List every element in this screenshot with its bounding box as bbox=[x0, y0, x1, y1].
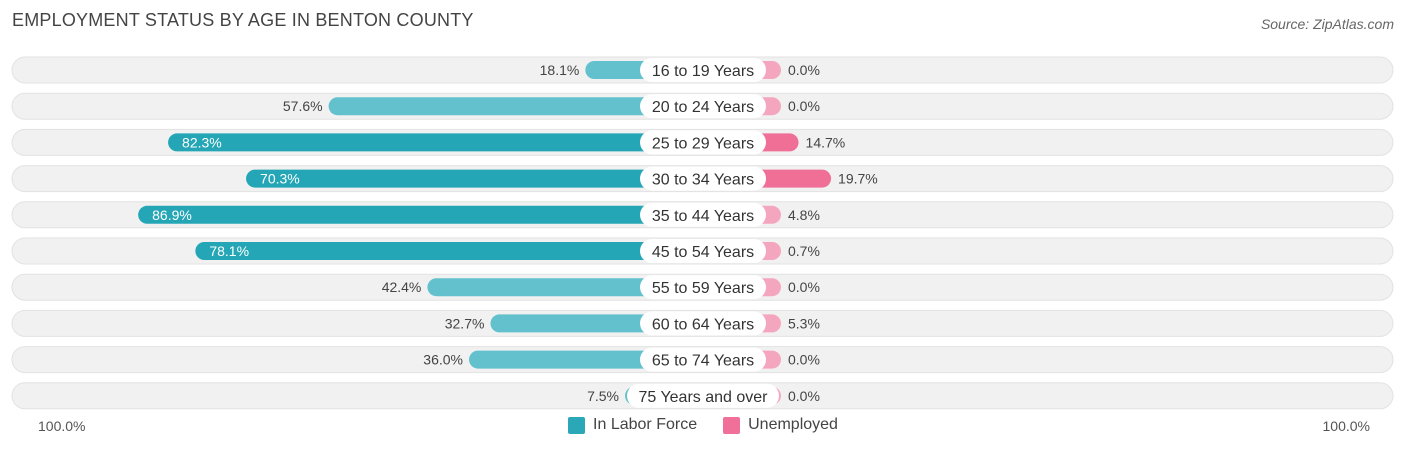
labor-value-label: 42.4% bbox=[382, 279, 422, 295]
labor-value-label: 32.7% bbox=[445, 315, 485, 331]
category-label: 16 to 19 Years bbox=[652, 63, 754, 80]
labor-value-label: 70.3% bbox=[260, 171, 300, 187]
chart-title: EMPLOYMENT STATUS BY AGE IN BENTON COUNT… bbox=[12, 10, 474, 30]
category-label: 55 to 59 Years bbox=[652, 280, 754, 297]
axis-left-label: 100.0% bbox=[38, 418, 86, 434]
unemployed-value-label: 19.7% bbox=[838, 171, 878, 187]
labor-bar bbox=[195, 242, 703, 260]
category-label: 45 to 54 Years bbox=[652, 244, 754, 261]
labor-value-label: 18.1% bbox=[540, 62, 580, 78]
labor-value-label: 86.9% bbox=[152, 207, 192, 223]
category-label: 60 to 64 Years bbox=[652, 316, 754, 333]
unemployed-value-label: 0.0% bbox=[788, 98, 820, 114]
labor-bar bbox=[138, 205, 703, 224]
legend-swatch-labor bbox=[568, 416, 586, 434]
labor-value-label: 36.0% bbox=[423, 352, 463, 368]
category-label: 35 to 44 Years bbox=[652, 208, 754, 225]
labor-bar bbox=[168, 133, 704, 152]
legend: In Labor Force Unemployed bbox=[0, 416, 1406, 434]
category-label: 30 to 34 Years bbox=[652, 172, 754, 189]
category-label: 75 Years and over bbox=[639, 389, 769, 406]
category-label: 65 to 74 Years bbox=[652, 353, 754, 370]
category-label: 20 to 24 Years bbox=[652, 99, 754, 116]
category-pill bbox=[640, 166, 766, 191]
unemployed-value-label: 0.0% bbox=[788, 352, 820, 368]
chart-canvas: 18.1% 0.0% 16 to 19 Years 57.6% 0.0% 20 to 24… bbox=[11, 56, 1394, 410]
category-pill bbox=[640, 347, 766, 372]
labor-value-label: 82.3% bbox=[182, 134, 222, 150]
category-pill bbox=[640, 239, 766, 263]
labor-bar bbox=[328, 97, 703, 116]
labor-value-label: 57.6% bbox=[283, 98, 323, 114]
legend-item-labor: In Labor Force bbox=[568, 416, 697, 434]
legend-label-labor: In Labor Force bbox=[593, 416, 698, 433]
category-pill bbox=[640, 275, 766, 300]
category-label: 25 to 29 Years bbox=[652, 135, 754, 152]
source-note: Source: ZipAtlas.com bbox=[1260, 16, 1394, 32]
category-pill bbox=[640, 94, 766, 119]
axis-right-label: 100.0% bbox=[1322, 418, 1370, 434]
category-pill bbox=[640, 130, 766, 155]
category-pill bbox=[640, 58, 766, 82]
labor-bar bbox=[427, 278, 703, 297]
unemployed-value-label: 0.7% bbox=[788, 243, 820, 259]
unemployed-value-label: 0.0% bbox=[788, 388, 820, 404]
unemployed-value-label: 14.7% bbox=[806, 134, 846, 150]
category-pill bbox=[640, 311, 766, 336]
labor-bar bbox=[246, 169, 704, 188]
unemployed-value-label: 5.3% bbox=[788, 315, 820, 331]
labor-value-label: 7.5% bbox=[587, 388, 619, 404]
category-pill bbox=[627, 383, 779, 408]
category-pill bbox=[640, 202, 766, 227]
legend-item-unemployed: Unemployed bbox=[723, 416, 838, 434]
labor-value-label: 78.1% bbox=[209, 243, 249, 259]
legend-swatch-unemployed bbox=[723, 416, 741, 434]
unemployed-value-label: 0.0% bbox=[788, 279, 820, 295]
unemployed-value-label: 4.8% bbox=[788, 207, 820, 223]
unemployed-value-label: 0.0% bbox=[788, 62, 820, 78]
legend-label-unemployed: Unemployed bbox=[748, 416, 838, 433]
